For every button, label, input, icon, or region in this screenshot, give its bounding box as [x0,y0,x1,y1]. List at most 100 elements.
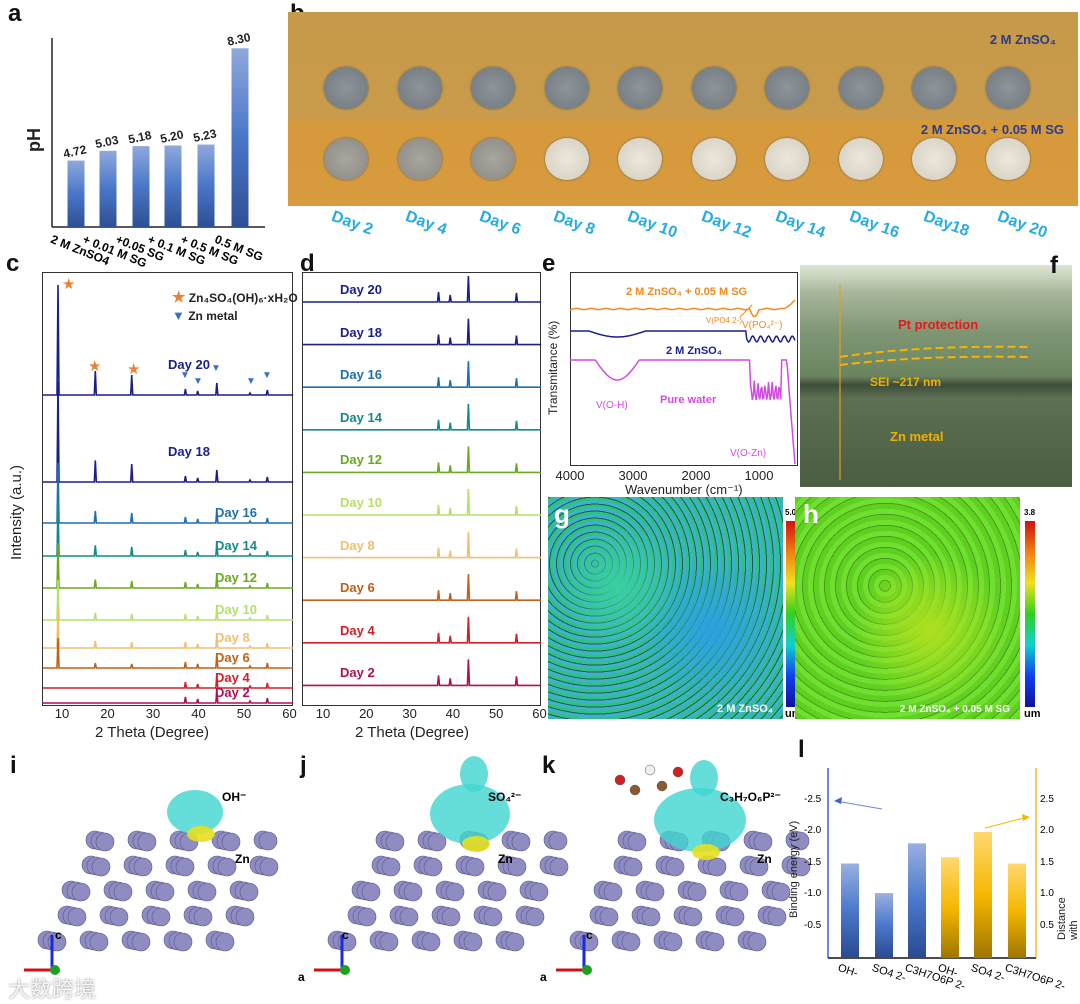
k-axis-c: c [586,928,593,942]
foil-top [618,67,662,109]
d-trace [303,616,542,644]
i-zn-atom [235,907,255,927]
i-zn-atom [215,932,235,952]
g-caption: 2 M ZnSO₄ [717,703,773,715]
l-ytick: -2.0 [804,825,822,836]
j-zn-atom [525,907,545,927]
c-trace [43,579,294,621]
panel-label-g: g [554,499,570,529]
g-topography-map: g 2 M ZnSO₄ [548,497,783,719]
triangle-down-icon: ▼ [180,370,190,381]
k-zn-atom [753,832,773,852]
c-trace [43,284,294,396]
a-bar [132,146,150,227]
zn-foil-photo: 2 M ZnSO₄ 2 M ZnSO₄ + 0.05 M SG [288,12,1078,206]
d-day-label: Day 12 [340,452,382,468]
l-y2tick: 1.5 [1040,856,1054,868]
l-bar-left [908,843,926,958]
f-pt-label: Pt protection [898,317,979,332]
c-legend-zn-label: Zn metal [188,309,238,323]
d-trace [303,488,542,516]
j-zn-atom [529,882,549,902]
l-ytick: -0.5 [804,919,822,931]
c-trace [43,542,294,589]
c-trace [43,675,294,689]
k-zn-atom [705,932,725,952]
chart-e [569,299,796,465]
k-zn-atom [767,907,787,927]
c-day-label: Day 8 [215,630,250,645]
d-plot-frame [302,272,541,706]
star-icon: ★ [172,289,186,306]
e-annot-po4-peak: V(PO4 2-) [706,316,743,325]
i-axis-b-marker [50,965,60,975]
chart-d [303,275,542,687]
i-zn-atom [89,932,109,952]
k-zn-atom [623,857,643,877]
d-trace [303,531,542,559]
j-zn-atom [507,857,527,877]
a-bar [197,144,215,227]
j-zn-atom [483,907,503,927]
c-xtick: 40 [191,706,206,721]
i-zn-atom [131,932,151,952]
l-arrow-right [984,817,1025,829]
d-day-label: Day 14 [340,409,382,425]
j-zn-atom [445,882,465,902]
l-y2tick: 1.0 [1040,888,1054,899]
c-xtick: 20 [100,706,115,721]
k-zn-atom [687,882,707,902]
b-row2-label: 2 M ZnSO₄ + 0.05 M SG [920,122,1064,137]
d-xtick: 20 [359,706,374,721]
panel-label-i: i [10,752,17,779]
triangle-down-icon: ▼ [193,376,203,387]
d-xtick: 30 [402,706,417,721]
k-molecule-atom [644,764,656,776]
e-label-water: Pure water [660,394,717,406]
i-zn-atom [155,882,175,902]
foil-top [397,67,442,109]
k-zn-atom [729,882,749,902]
panel-label-f: f [1050,252,1058,279]
k-axis-b-marker [582,965,592,975]
foil-bottom [471,138,515,180]
k-zn-atom [790,831,810,851]
l-bar-left [875,893,893,958]
foil-bottom [985,138,1030,180]
triangle-down-icon: ▼ [262,370,272,381]
star-icon: ★ [127,361,141,378]
c-day-label: Day 4 [215,670,250,685]
j-zn-atom [381,857,401,877]
k-zn-atom [645,882,665,902]
l-bar-right [1008,863,1026,958]
j-zn-atom [403,882,423,902]
d-day-label: Day 16 [340,367,382,383]
k-molecule-atom [629,784,641,796]
a-bar [164,145,182,227]
i-zn-atom [173,932,193,952]
j-zn-atom [487,882,507,902]
h-colorbar-max: 3.8 [1024,508,1036,517]
sem-cross-section: Pt protection SEI ~217 nm Zn metal [800,265,1072,487]
panel-label-h: h [803,499,819,529]
l-ytick: -2.5 [804,793,822,805]
k-zn-atom [627,832,647,852]
c-legend-zhs: ★ Zn₄SO₄(OH)₆·xH₂O [172,288,298,306]
d-trace [303,318,542,346]
i-zn-atom [113,882,133,902]
d-day-label: Day 4 [340,622,375,638]
c-day-label: Day 6 [215,650,250,665]
c-day-label: Day 10 [215,602,257,617]
f-sei-label: SEI ~217 nm [870,375,942,389]
panel-label-d: d [300,250,315,277]
k-charge-density-upper [690,760,718,796]
i-zn-atom [175,857,195,877]
i-zn-atom [259,857,279,877]
j-zn-atom [441,907,461,927]
l-y2label: Distance with subtract (A) [1056,897,1080,940]
h-caption: 2 M ZnSO₄ + 0.05 M SG [899,704,1010,715]
c-day-label: Day 20 [168,357,210,372]
l-y2tick: 2.0 [1040,825,1054,836]
c-day-label: Day 14 [215,538,257,553]
l-y2tick: 2.5 [1040,793,1054,805]
